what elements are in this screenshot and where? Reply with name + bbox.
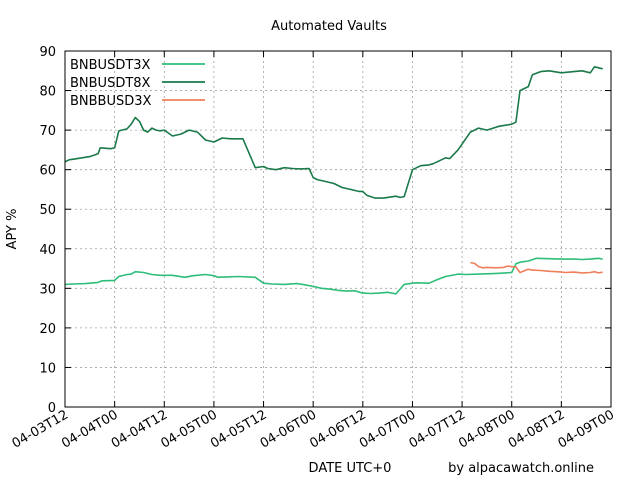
chart-title: Automated Vaults (271, 19, 387, 34)
y-tick-label: 90 (39, 45, 56, 60)
legend: BNBUSDT3X BNBUSDT8X BNBBUSD3X (70, 58, 205, 109)
y-tick-label: 30 (39, 282, 56, 297)
series-line-bnbusdt3x (64, 257, 603, 295)
y-tick-label: 60 (39, 164, 56, 179)
y-tick-label: 80 (39, 85, 56, 100)
y-axis-label: APY % (5, 209, 20, 250)
legend-label: BNBUSDT8X (70, 76, 151, 91)
plot-frame (64, 50, 612, 408)
x-axis-label: DATE UTC+0 (309, 461, 392, 476)
legend-label: BNBUSDT3X (70, 58, 151, 73)
y-tick-label: 0 (48, 401, 56, 416)
y-tick-label: 40 (39, 243, 56, 258)
y-tick-label: 20 (39, 322, 56, 337)
y-tick-label: 70 (39, 124, 56, 139)
credit-text: by alpacawatch.online (448, 461, 594, 476)
series-line-bnbbusd3x (470, 261, 603, 274)
series-lines (64, 66, 603, 295)
y-tick-label: 10 (39, 361, 56, 376)
series-line-bnbusdt8x (64, 66, 603, 199)
legend-label: BNBBUSD3X (70, 94, 152, 109)
y-tick-label: 50 (39, 203, 56, 218)
y-axis-ticks: 0 10 20 30 40 50 60 70 80 90 (39, 45, 611, 416)
x-tick-label: 04-09T00 (556, 407, 617, 451)
